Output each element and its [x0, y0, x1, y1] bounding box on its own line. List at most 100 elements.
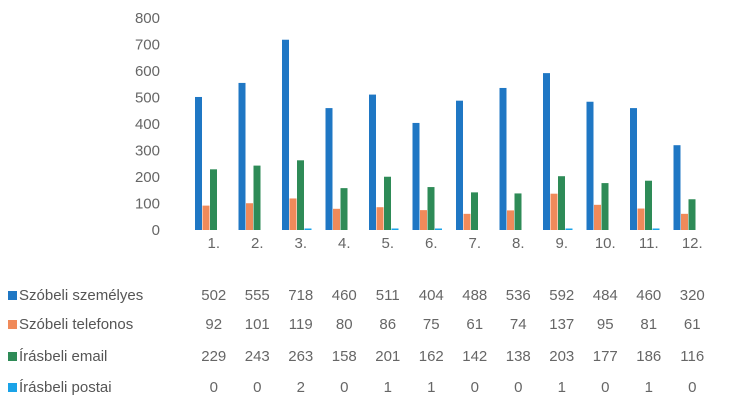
table-cell: 61 — [684, 316, 701, 333]
table-cell: 162 — [419, 348, 444, 365]
bar-szóbeli-személyes-8 — [499, 87, 507, 231]
bar-szóbeli-személyes-11 — [630, 108, 637, 230]
bar-szóbeli-telefonos-5 — [376, 207, 384, 230]
bar-szóbeli-telefonos-8 — [507, 210, 514, 230]
y-tick-label: 700 — [135, 37, 160, 54]
y-tick-label: 500 — [135, 90, 160, 107]
table-cell: 536 — [506, 287, 531, 304]
bar-szóbeli-személyes-9 — [543, 73, 550, 231]
table-cell: 320 — [680, 287, 705, 304]
bar-szóbeli-telefonos-1 — [202, 205, 210, 230]
bar-írásbeli-postai-9 — [565, 228, 573, 230]
table-cell: 1 — [384, 379, 392, 396]
bar-írásbeli-email-12 — [688, 199, 696, 230]
table-cell: 158 — [332, 348, 357, 365]
table-cell: 718 — [288, 287, 313, 304]
bar-írásbeli-email-10 — [601, 183, 609, 230]
bar-írásbeli-email-6 — [427, 187, 435, 230]
x-tick-label: 2. — [251, 235, 264, 252]
bar-írásbeli-email-8 — [514, 193, 522, 230]
series-label: Írásbeli postai — [19, 379, 112, 396]
table-cell: 488 — [462, 287, 487, 304]
bar-szóbeli-személyes-7 — [456, 100, 463, 231]
x-tick-label: 6. — [425, 235, 438, 252]
bar-szóbeli-telefonos-9 — [550, 193, 558, 230]
table-cell: 119 — [289, 316, 313, 333]
x-tick-label: 5. — [381, 235, 394, 252]
bar-szóbeli-telefonos-12 — [681, 213, 688, 230]
bars — [195, 39, 696, 231]
y-tick-label: 0 — [152, 222, 160, 239]
legend-swatch — [8, 352, 17, 361]
y-tick-label: 800 — [135, 10, 160, 27]
bar-szóbeli-telefonos-3 — [289, 198, 297, 230]
table-cell: 142 — [462, 348, 487, 365]
bar-szóbeli-személyes-6 — [412, 122, 420, 230]
y-tick-label: 600 — [135, 63, 160, 80]
y-tick-label: 100 — [135, 196, 160, 213]
bar-írásbeli-email-4 — [340, 188, 348, 230]
table-cell: 61 — [466, 316, 483, 333]
bar-írásbeli-email-3 — [297, 160, 304, 230]
legend-swatch — [8, 291, 17, 300]
table-cell: 2 — [297, 379, 305, 396]
table-cell: 0 — [471, 379, 479, 396]
bar-szóbeli-telefonos-7 — [463, 213, 471, 230]
table-cell: 460 — [332, 287, 357, 304]
bar-szóbeli-személyes-2 — [238, 82, 246, 230]
table-cell: 74 — [510, 316, 527, 333]
table-cell: 0 — [210, 379, 218, 396]
y-tick-label: 200 — [135, 169, 160, 186]
table-cell: 0 — [688, 379, 696, 396]
series-label: Szóbeli személyes — [19, 287, 143, 304]
y-tick-label: 400 — [135, 116, 160, 133]
table-cell: 404 — [419, 287, 444, 304]
series-label: Írásbeli email — [19, 348, 107, 365]
x-tick-label: 1. — [207, 235, 220, 252]
table-cell: 502 — [201, 287, 226, 304]
table-cell: 81 — [640, 316, 657, 333]
table-cell: 263 — [288, 348, 313, 365]
table-cell: 0 — [514, 379, 522, 396]
bar-szóbeli-telefonos-10 — [594, 204, 601, 230]
table-cell: 137 — [549, 316, 574, 333]
bar-írásbeli-postai-6 — [435, 228, 442, 230]
bar-írásbeli-email-1 — [210, 169, 217, 230]
table-cell: 138 — [506, 348, 531, 365]
x-tick-label: 9. — [555, 235, 568, 252]
x-tick-label: 4. — [338, 235, 351, 252]
table-cell: 80 — [336, 316, 353, 333]
table-cell: 186 — [636, 348, 661, 365]
table-cell: 92 — [205, 316, 222, 333]
table-cell: 1 — [427, 379, 435, 396]
y-tick-label: 300 — [135, 143, 160, 160]
table-cell: 460 — [636, 287, 661, 304]
bar-szóbeli-személyes-5 — [369, 94, 376, 231]
table-cell: 0 — [340, 379, 348, 396]
bar-írásbeli-postai-5 — [391, 228, 399, 230]
bar-írásbeli-postai-3 — [304, 228, 312, 230]
table-cell: 116 — [680, 348, 704, 365]
x-tick-label: 10. — [595, 235, 616, 252]
table-cell: 86 — [379, 316, 396, 333]
x-tick-label: 8. — [512, 235, 525, 252]
table-cell: 0 — [253, 379, 261, 396]
table-cell: 484 — [593, 287, 618, 304]
bar-szóbeli-telefonos-11 — [637, 208, 645, 230]
bar-szóbeli-személyes-10 — [586, 101, 594, 231]
table-cell: 592 — [549, 287, 574, 304]
table-cell: 229 — [201, 348, 226, 365]
bar-szóbeli-személyes-12 — [673, 145, 681, 230]
bar-írásbeli-email-9 — [558, 176, 565, 230]
table-cell: 0 — [601, 379, 609, 396]
bar-szóbeli-személyes-4 — [325, 108, 333, 230]
x-tick-label: 11. — [639, 235, 659, 252]
table-cell: 177 — [593, 348, 618, 365]
table-cell: 203 — [549, 348, 574, 365]
bar-szóbeli-telefonos-2 — [246, 203, 253, 230]
bar-írásbeli-email-2 — [253, 165, 261, 230]
table-cell: 75 — [423, 316, 440, 333]
x-tick-label: 7. — [468, 235, 481, 252]
bar-írásbeli-email-7 — [471, 192, 478, 230]
legend-swatch — [8, 320, 17, 329]
